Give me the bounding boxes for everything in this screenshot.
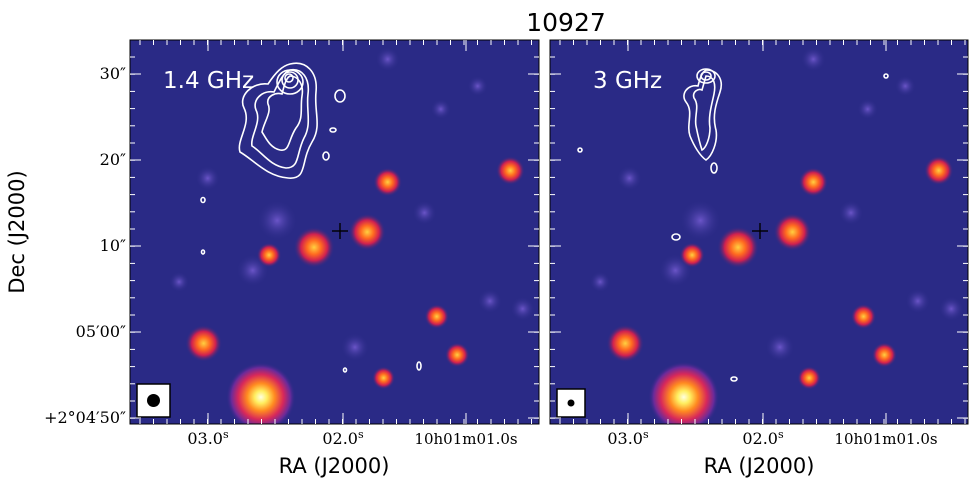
y-tick-label-0500: 05′00″ bbox=[76, 322, 126, 341]
panel-1-position-marker bbox=[332, 223, 348, 239]
faint-source bbox=[857, 98, 879, 120]
source-d bbox=[924, 155, 954, 186]
y-tick-labels: 30″ 20″ 10″ 05′00″ +2°04′50″ bbox=[44, 64, 126, 427]
source-f bbox=[850, 303, 877, 330]
panel-2-label: 3 GHz bbox=[593, 68, 662, 94]
x-tick-labels-panel-2: 03.0s 02.0s 10h01m01.0s bbox=[607, 428, 937, 448]
panel-2-background bbox=[550, 40, 968, 424]
source-g bbox=[871, 342, 897, 368]
faint-source bbox=[589, 271, 611, 293]
faint-source bbox=[838, 200, 864, 226]
faint-source bbox=[679, 199, 722, 242]
faint-source bbox=[938, 296, 964, 322]
x-tick-label-030: 03.0s bbox=[187, 428, 229, 448]
faint-source bbox=[195, 165, 220, 191]
source-e bbox=[185, 324, 223, 362]
faint-source bbox=[510, 296, 535, 322]
panel-1-beam bbox=[136, 383, 171, 418]
faint-source bbox=[765, 332, 795, 362]
panel-2-position-marker bbox=[752, 223, 768, 239]
source-a bbox=[293, 226, 335, 268]
x-tick-label-020-p2: 02.0s bbox=[742, 428, 784, 448]
bright-star bbox=[226, 362, 296, 424]
x-tick-label-ra: 10h01m01.0s bbox=[414, 430, 517, 448]
source-e bbox=[606, 324, 645, 363]
source-i bbox=[256, 242, 282, 268]
figure-title: 10927 bbox=[526, 8, 606, 37]
panel-1: 1.4 GHz bbox=[129, 39, 540, 425]
x-tick-label-020: 02.0s bbox=[322, 428, 364, 448]
faint-source bbox=[477, 288, 503, 314]
source-i bbox=[679, 242, 705, 268]
source-c bbox=[373, 167, 402, 197]
x-tick-label-030-p2: 03.0s bbox=[607, 428, 649, 448]
y-axis-label: Dec (J2000) bbox=[5, 170, 29, 293]
faint-source bbox=[467, 75, 488, 97]
x-axis-label-panel-1: RA (J2000) bbox=[279, 454, 390, 478]
faint-source bbox=[256, 200, 298, 241]
faint-source bbox=[412, 200, 437, 226]
source-a bbox=[717, 226, 759, 269]
y-tick-label-10: 10″ bbox=[100, 236, 126, 255]
y-tick-label-020450: +2°04′50″ bbox=[44, 408, 126, 427]
source-g bbox=[444, 342, 470, 368]
panel-1-label: 1.4 GHz bbox=[163, 68, 254, 94]
faint-source bbox=[430, 98, 452, 120]
y-tick-label-20: 20″ bbox=[100, 150, 126, 169]
faint-source bbox=[894, 75, 916, 97]
faint-source bbox=[616, 165, 642, 191]
source-h bbox=[372, 366, 396, 390]
y-tick-label-30: 30″ bbox=[100, 64, 126, 83]
panel-1-contours bbox=[200, 62, 422, 373]
x-tick-label-ra-p2: 10h01m01.0s bbox=[834, 430, 937, 448]
faint-source bbox=[905, 288, 931, 314]
bright-star bbox=[648, 361, 720, 424]
source-b bbox=[773, 213, 812, 251]
panel-2-sources bbox=[589, 46, 964, 424]
faint-source bbox=[168, 271, 190, 293]
panel-2: 3 GHz bbox=[549, 39, 969, 425]
source-h bbox=[797, 366, 821, 390]
faint-source bbox=[800, 46, 826, 72]
source-b bbox=[348, 213, 386, 251]
x-tick-labels-panel-1: 03.0s 02.0s 10h01m01.0s bbox=[187, 428, 517, 448]
faint-source bbox=[375, 46, 400, 72]
faint-source bbox=[340, 332, 370, 362]
panel-2-contours bbox=[577, 68, 889, 382]
axis-ticks bbox=[130, 40, 968, 424]
source-d bbox=[496, 156, 525, 185]
source-c bbox=[798, 167, 828, 197]
source-f bbox=[424, 304, 450, 329]
panel-2-beam bbox=[556, 388, 586, 418]
x-axis-label-panel-2: RA (J2000) bbox=[704, 454, 815, 478]
panel-1-sources bbox=[168, 46, 535, 424]
